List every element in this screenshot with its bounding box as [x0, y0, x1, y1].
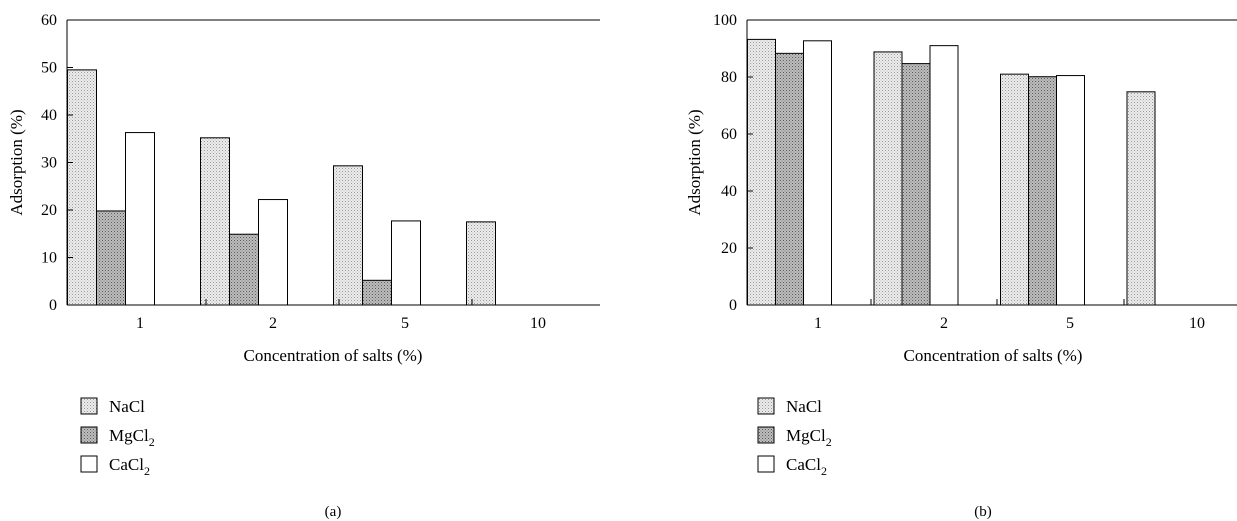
y-tick-label: 20 [41, 202, 57, 219]
bar-nacl-2 [873, 51, 903, 306]
bar-mgcl2-5 [362, 279, 392, 306]
legend-label-nacl: NaCl [109, 397, 145, 416]
bar-cacl2-1 [125, 132, 155, 306]
x-tick-label: 2 [269, 315, 277, 332]
y-tick-label: 0 [729, 297, 737, 314]
y-tick-label: 80 [721, 69, 737, 86]
y-tick-label: 60 [41, 12, 57, 29]
bar-mgcl2-2 [229, 233, 259, 306]
y-tick-label: 50 [41, 60, 57, 77]
y-tick-label: 30 [41, 155, 57, 172]
bar-cacl2-2 [929, 45, 959, 306]
legend-swatch-nacl [80, 397, 98, 415]
legend-swatch-mgcl2 [757, 426, 775, 444]
x-tick-label: 1 [136, 315, 144, 332]
y-tick-label: 40 [721, 183, 737, 200]
bar-cacl2-1 [803, 40, 832, 306]
y-tick-label: 10 [41, 250, 57, 267]
y-tick-label: 60 [721, 126, 737, 143]
bar-cacl2-5 [1056, 75, 1085, 306]
bar-nacl-5 [1000, 73, 1029, 306]
legend-label-nacl: NaCl [786, 397, 822, 416]
x-tick-label: 5 [401, 315, 409, 332]
legend-swatch-cacl2 [80, 455, 98, 473]
chart-panel-b: 0 20 40 60 80 100 1 2 5 10 Concentration of salts … [685, 12, 1237, 520]
x-axis-title: Concentration of salts (%) [244, 346, 423, 365]
bar-cacl2-5 [391, 220, 421, 306]
y-tick-label: 20 [721, 240, 737, 257]
bar-nacl-2 [200, 137, 230, 306]
y-tick-label: 40 [41, 107, 57, 124]
x-tick-label: 1 [814, 315, 822, 332]
bar-nacl-1 [67, 69, 97, 306]
bar-nacl-10 [466, 221, 496, 306]
legend-swatch-mgcl2 [80, 426, 98, 444]
panel-label: (b) [974, 504, 992, 520]
legend-swatch-cacl2 [757, 455, 775, 473]
x-tick-label: 10 [1189, 315, 1205, 332]
y-axis-title: Adsorption (%) [685, 109, 704, 215]
x-axis-title: Concentration of salts (%) [904, 346, 1083, 365]
bar-mgcl2-1 [96, 210, 126, 306]
legend-swatch-nacl [757, 397, 775, 415]
bar-cacl2-2 [258, 199, 288, 306]
y-tick-label: 0 [49, 297, 57, 314]
bar-mgcl2-1 [775, 52, 804, 306]
x-tick-label: 10 [530, 315, 546, 332]
panel-label: (a) [325, 504, 342, 520]
chart-panel-a: 0 10 20 30 40 50 60 1 2 5 10 Concentration of salts… [7, 12, 600, 520]
legend-label-cacl2: CaCl2 [109, 455, 150, 478]
bar-nacl-10 [1126, 91, 1156, 306]
legend-label-mgcl2: MgCl2 [109, 426, 155, 449]
legend-label-cacl2: CaCl2 [786, 455, 827, 478]
legend-label-mgcl2: MgCl2 [786, 426, 832, 449]
bar-mgcl2-2 [901, 63, 931, 306]
bar-nacl-1 [747, 38, 776, 306]
y-tick-label: 100 [713, 12, 737, 29]
x-tick-label: 2 [940, 315, 948, 332]
bar-mgcl2-5 [1028, 76, 1057, 306]
x-tick-label: 5 [1066, 315, 1074, 332]
y-axis-title: Adsorption (%) [7, 109, 26, 215]
bar-nacl-5 [333, 165, 363, 306]
